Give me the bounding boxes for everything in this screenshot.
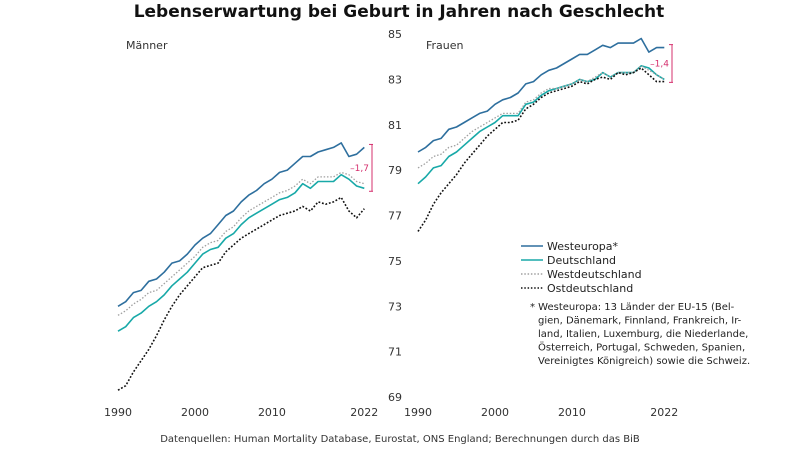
- footnote-line: gien, Dänemark, Finnland, Frankreich, Ir…: [538, 316, 742, 327]
- difference-label: –1,7: [350, 164, 369, 174]
- x-tick-label: 2000: [481, 406, 509, 419]
- series-line-ostdeutschland: [117, 196, 365, 391]
- series-line-westdeutschland: [417, 65, 665, 169]
- legend: Westeuropa*DeutschlandWestdeutschlandOst…: [521, 240, 642, 295]
- series-line-westdeutschland: [117, 171, 365, 316]
- y-tick-label: 75: [388, 255, 402, 268]
- chart-panels: Männer 1990 2000 2010 2022 –1,7 Frauen 1990 2000…: [104, 28, 678, 419]
- x-tick-label: 2022: [650, 406, 678, 419]
- y-tick-label: 79: [388, 164, 402, 177]
- y-tick-label: 71: [388, 346, 402, 359]
- x-tick-label: 1990: [104, 406, 132, 419]
- x-tick-label: 1990: [404, 406, 432, 419]
- legend-label-ostdeutschland: Ostdeutschland: [547, 282, 633, 295]
- x-tick-label: 2022: [350, 406, 378, 419]
- x-tick-label: 2000: [181, 406, 209, 419]
- difference-label: –1,4: [650, 59, 669, 69]
- panel-label: Männer: [126, 39, 168, 52]
- series-line-ostdeutschland: [417, 67, 665, 232]
- y-tick-label: 83: [388, 73, 402, 86]
- footnote-line: * Westeuropa: 13 Länder der EU-15 (Bel-: [530, 302, 735, 313]
- x-tick-label: 2010: [258, 406, 286, 419]
- footnote-line: land, Italien, Luxemburg, die Niederland…: [538, 329, 748, 340]
- series-line-westeuropa: [417, 37, 665, 153]
- x-tick-label: 2010: [558, 406, 586, 419]
- footnote-line: Österreich, Portugal, Schweden, Spanien,: [538, 341, 745, 354]
- source-note: Datenquellen: Human Mortality Database, …: [160, 434, 640, 445]
- series-line-deutschland: [117, 173, 365, 332]
- panel-0: Männer 1990 2000 2010 2022 –1,7: [104, 39, 378, 419]
- panel-1: Frauen 1990 2000 2010 2022 69 71 73 75 77 79 81 83 85…: [388, 28, 678, 419]
- series-line-westeuropa: [117, 142, 365, 307]
- y-tick-label: 81: [388, 119, 402, 132]
- footnote: * Westeuropa: 13 Länder der EU-15 (Bel-g…: [530, 302, 750, 367]
- y-tick-label: 85: [388, 28, 402, 41]
- y-tick-label: 73: [388, 300, 402, 313]
- y-tick-label: 77: [388, 210, 402, 223]
- series-line-deutschland: [417, 65, 665, 185]
- chart-title: Lebenserwartung bei Geburt in Jahren nac…: [134, 2, 665, 22]
- footnote-line: Vereinigtes Königreich) sowie die Schwei…: [538, 356, 750, 367]
- y-tick-label: 69: [388, 391, 402, 404]
- legend-label-westeuropa: Westeuropa*: [547, 240, 619, 253]
- legend-label-westdeutschland: Westdeutschland: [547, 268, 642, 281]
- panel-label: Frauen: [426, 39, 464, 52]
- legend-label-deutschland: Deutschland: [547, 254, 616, 267]
